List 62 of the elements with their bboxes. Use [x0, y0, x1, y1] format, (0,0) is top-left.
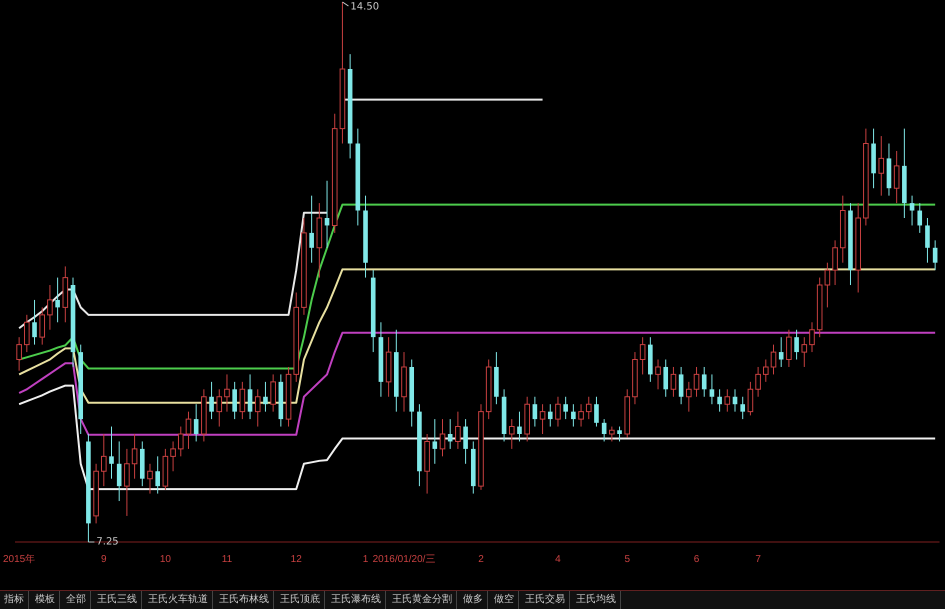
candlestick [463, 418, 468, 464]
candlestick [532, 396, 538, 428]
candlestick [55, 277, 60, 323]
text: 做多 [459, 591, 488, 609]
text: 王氏黄金分割 [388, 591, 457, 609]
candlestick [232, 381, 237, 420]
candlestick [548, 404, 553, 428]
candlestick [116, 440, 122, 502]
candlestick [248, 374, 252, 420]
candlestick [932, 240, 938, 271]
x-tick-label: 9 [101, 554, 108, 565]
text: 王氏布林线 [215, 591, 274, 609]
x-tick-label: 2015年 [3, 552, 36, 565]
candlestick [155, 456, 160, 494]
candlestick [925, 218, 930, 264]
x-tick-label: 1 [362, 554, 369, 565]
candlestick [448, 418, 453, 450]
candlestick [309, 195, 314, 264]
candlestick [324, 180, 330, 248]
x-tick-label: 5 [624, 554, 630, 565]
candlestick [432, 418, 438, 464]
annotation: 14.50 [350, 2, 380, 13]
candlestick [617, 426, 622, 442]
x-tick-label: 4 [555, 554, 562, 565]
candlestick [717, 388, 722, 412]
x-tick-label: 2016/01/20/三 [372, 554, 436, 565]
candlestick [32, 299, 37, 346]
candlestick [778, 336, 784, 368]
candlestick [594, 396, 599, 428]
candlestick [517, 411, 522, 442]
candlestick [710, 374, 714, 405]
text: 王氏火车轨道 [144, 591, 213, 609]
candlestick [794, 329, 799, 360]
x-tick-label: 12 [290, 554, 302, 565]
candlestick [678, 366, 684, 405]
x-tick-label: 2 [478, 554, 484, 565]
candlestick [263, 381, 268, 412]
text: 王氏均线 [572, 591, 621, 609]
candlestick [563, 396, 568, 420]
candlestick [702, 366, 707, 398]
candlestick [109, 426, 114, 480]
candlestick [209, 381, 214, 420]
text: 王氏交易 [521, 591, 570, 609]
x-tick-label: 10 [160, 554, 172, 565]
x-tick-label: 7 [755, 554, 762, 565]
text: 王氏顶底 [276, 591, 325, 609]
x-tick-label: 6 [694, 554, 700, 565]
text: 全部 [62, 591, 91, 609]
x-tick-label: 11 [222, 554, 233, 565]
candlestick [732, 388, 738, 412]
candlestick [571, 404, 576, 428]
text: 模板 [31, 591, 60, 609]
text: 做空 [490, 591, 519, 609]
candlestick [602, 418, 606, 442]
text: 王氏瀑布线 [327, 591, 386, 609]
candlestick [910, 195, 914, 226]
text: 指标 [0, 591, 29, 609]
candlestick [740, 396, 746, 420]
candlestick [917, 202, 922, 234]
candlestick [663, 359, 668, 398]
candlestick [194, 404, 198, 442]
text: 王氏三线 [93, 591, 142, 609]
